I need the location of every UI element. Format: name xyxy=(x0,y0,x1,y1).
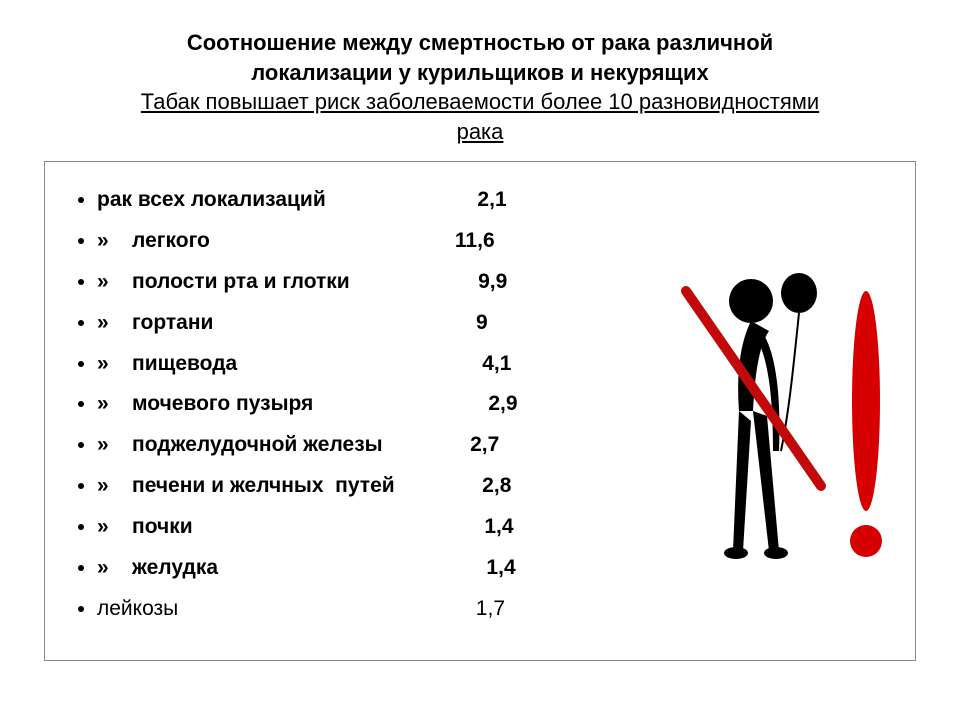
list-item-text: » печени и желчных путей 2,8 xyxy=(97,474,511,497)
list-item-text: » пищевода 4,1 xyxy=(97,352,511,375)
list-item-text: » желудка 1,4 xyxy=(97,556,516,579)
list-item: рак всех локализаций 2,1 xyxy=(97,180,893,221)
list-item-text: » поджелудочной железы 2,7 xyxy=(97,433,499,456)
list-item-text: » гортани 9 xyxy=(97,311,488,334)
content-box: рак всех локализаций 2,1 » легкого 11,6 … xyxy=(44,161,916,661)
figure-icon xyxy=(681,251,891,571)
title-block: Соотношение между смертностью от рака ра… xyxy=(44,28,916,147)
list-item-text: лейкозы 1,7 xyxy=(97,597,505,620)
list-item: лейкозы 1,7 xyxy=(97,589,893,630)
no-smoking-figure xyxy=(681,251,891,571)
title-line-2: локализации у курильщиков и некурящих xyxy=(251,60,709,85)
list-item-text: » легкого 11,6 xyxy=(97,229,495,252)
list-item-text: рак всех локализаций 2,1 xyxy=(97,188,507,211)
title-line-4: рака xyxy=(457,119,504,144)
slide: Соотношение между смертностью от рака ра… xyxy=(0,0,960,720)
title-line-1: Соотношение между смертностью от рака ра… xyxy=(187,30,773,55)
list-item-text: » почки 1,4 xyxy=(97,515,514,538)
list-item-text: » полости рта и глотки 9,9 xyxy=(97,270,507,293)
title-line-3: Табак повышает риск заболеваемости более… xyxy=(141,89,819,114)
list-item-text: » мочевого пузыря 2,9 xyxy=(97,392,518,415)
